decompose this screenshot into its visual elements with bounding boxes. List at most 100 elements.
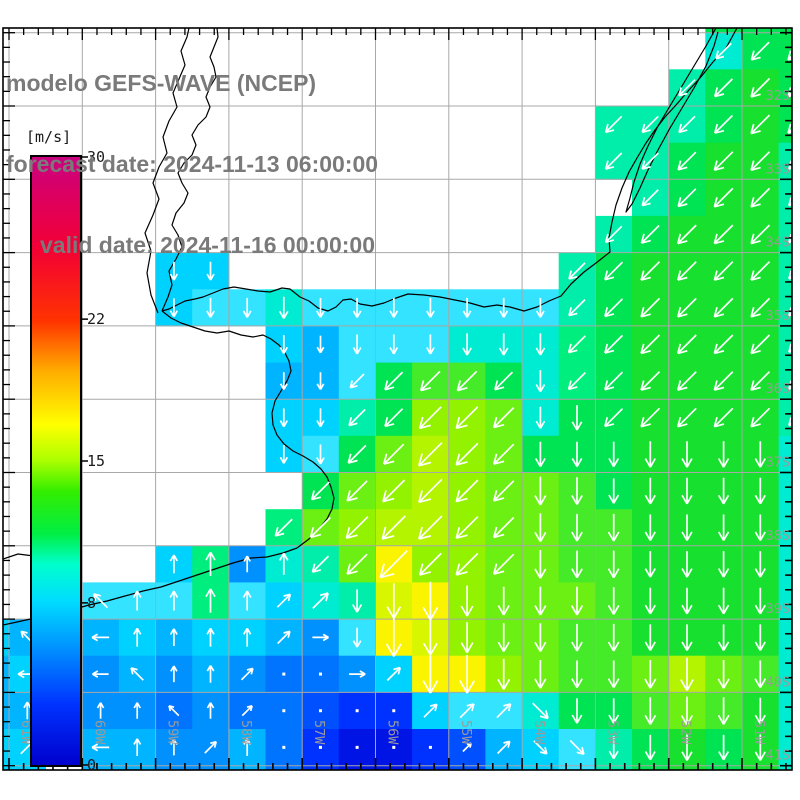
wind-arrow <box>680 657 694 691</box>
wind-arrow <box>96 702 105 719</box>
graticule <box>3 28 792 770</box>
wind-arrow <box>754 551 766 578</box>
wind-arrow <box>423 703 438 718</box>
wind-arrow <box>640 407 661 428</box>
wind-arrow <box>419 370 441 392</box>
wind-arrow <box>754 514 766 541</box>
wind-arrow <box>459 655 476 694</box>
wind-arrow <box>384 408 404 428</box>
wind-cell <box>778 472 792 510</box>
lon-label: 52W <box>678 720 694 745</box>
wind-arrow <box>752 6 770 24</box>
wind-arrow <box>278 552 289 575</box>
wind-arrow <box>788 6 800 24</box>
wind-arrow <box>205 551 216 576</box>
wind-arrow <box>608 478 620 504</box>
lat-label: 41S <box>766 748 790 764</box>
wind-arrow <box>718 734 730 761</box>
wind-arrow <box>418 515 443 540</box>
wind-arrow <box>793 553 800 575</box>
wind-arrow <box>604 371 624 391</box>
wind-arrow <box>349 373 365 389</box>
wind-arrow <box>754 697 766 725</box>
wind-arrow <box>604 115 623 134</box>
wind-cell <box>3 692 10 730</box>
wind-arrow <box>681 477 693 505</box>
wind-arrow <box>567 371 587 391</box>
wind-arrow <box>754 441 766 468</box>
wind-arrow <box>379 550 408 579</box>
wind-arrow <box>604 152 623 170</box>
wind-arrow <box>676 334 697 355</box>
colorbar-tick-label: 0 <box>87 756 97 774</box>
wind-cell <box>778 28 792 34</box>
lat-label: 40S <box>766 674 790 690</box>
wind-arrow <box>713 261 734 281</box>
wind-arrow <box>644 514 656 541</box>
lon-label: 56W <box>385 720 401 745</box>
lat-label: 34S <box>766 235 790 251</box>
wind-arrow <box>640 261 661 281</box>
wind-arrow <box>571 698 583 724</box>
wind-arrow <box>498 333 509 356</box>
wind-arrow <box>717 441 730 468</box>
wind-arrow <box>346 553 368 575</box>
wind-arrow <box>754 587 766 615</box>
wind-arrow <box>644 697 657 725</box>
lat-label: 35S <box>766 308 790 324</box>
wind-arrow <box>754 734 766 761</box>
wind-cell <box>778 509 792 547</box>
wind-arrow <box>677 188 697 208</box>
wind-cell <box>778 362 792 400</box>
wind-arrow <box>455 552 479 576</box>
wind-arrow <box>309 516 332 539</box>
wind-arrow <box>713 407 734 428</box>
wind-arrow <box>279 445 289 464</box>
calm-dot <box>282 745 286 749</box>
wind-cell <box>338 729 376 770</box>
wind-arrow <box>793 700 800 722</box>
wind-arrow <box>640 297 661 318</box>
wind-arrow <box>242 297 252 318</box>
wind-cell <box>412 729 450 770</box>
wind-cell <box>778 619 792 657</box>
wind-arrow <box>793 663 800 685</box>
wind-cell <box>778 289 792 327</box>
wind-arrow <box>278 296 289 319</box>
wind-arrow <box>169 261 179 281</box>
calm-dot <box>318 672 322 676</box>
wind-arrow <box>607 587 620 615</box>
wind-arrow <box>677 151 697 171</box>
wind-cell <box>741 28 779 34</box>
axis-labels: 61W 60W 59W 58W 57W 56W 55W 54W 53W 52W 51W32S33S3… <box>18 88 790 764</box>
wind-arrow <box>455 442 479 466</box>
wind-cell <box>778 32 792 70</box>
wind-arrow <box>460 585 474 617</box>
wind-cell <box>3 729 10 770</box>
wind-arrow <box>608 441 620 468</box>
wind-arrow <box>492 553 515 575</box>
wind-arrow <box>681 587 693 615</box>
wind-arrow <box>787 50 792 61</box>
wind-arrow <box>717 477 730 505</box>
wind-arrow <box>206 261 215 281</box>
wind-arrow <box>750 187 771 208</box>
wind-arrow <box>279 372 288 390</box>
lat-label: 33S <box>766 161 790 177</box>
wind-arrow <box>455 479 479 503</box>
lon-label: 60W <box>91 720 107 745</box>
wind-arrow <box>678 115 696 134</box>
model-title: modelo GEFS-WAVE (NCEP) <box>6 70 317 96</box>
wind-arrow <box>681 624 693 651</box>
wind-arrow <box>206 297 215 318</box>
title-block: modelo GEFS-WAVE (NCEP) forecast date: 2… <box>6 16 378 313</box>
wind-arrow <box>311 555 330 573</box>
calm-dot <box>428 745 432 749</box>
wind-arrow <box>534 550 547 579</box>
lat-label: 38S <box>766 528 790 544</box>
wind-arrow <box>604 261 624 281</box>
wind-arrow <box>352 297 362 318</box>
wind-cell <box>265 729 303 770</box>
forecast-date: forecast date: 2024-11-13 06:00:00 <box>6 151 379 177</box>
